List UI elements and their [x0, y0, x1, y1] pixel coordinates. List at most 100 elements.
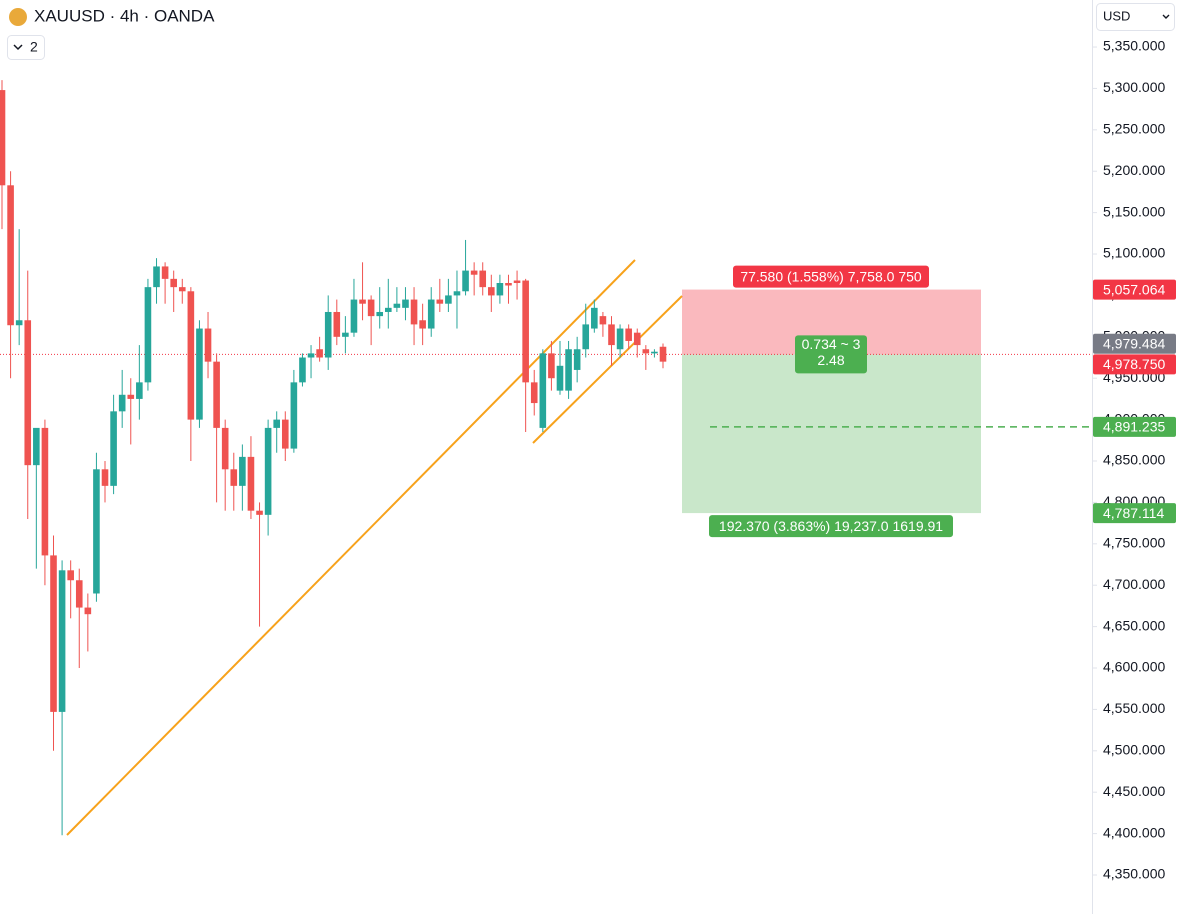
candle-body	[573, 349, 581, 370]
candle-body	[616, 328, 624, 350]
candle-body	[530, 382, 538, 404]
candle-body	[144, 287, 152, 383]
price-label-bg	[1093, 354, 1176, 375]
ratio-text: 0.734 ~ 3	[802, 336, 861, 352]
candle-body	[513, 280, 521, 284]
y-tick-label: 5,200.000	[1103, 162, 1165, 178]
candle-body	[324, 311, 332, 358]
candle-body	[479, 270, 487, 288]
y-tick-label: 5,100.000	[1103, 245, 1165, 261]
symbol-icon	[9, 8, 27, 26]
candle-body	[599, 316, 607, 325]
candle-body	[333, 311, 341, 337]
price-label-bg	[1093, 279, 1176, 300]
candle-body	[33, 427, 40, 466]
candle-body	[445, 295, 452, 304]
candle-body	[24, 320, 32, 466]
candle-body	[402, 299, 409, 308]
candle-body	[256, 510, 263, 515]
stop-label: 77.580 (1.558%) 7,758.0 750	[740, 268, 922, 284]
price-label-bg	[1093, 333, 1176, 354]
candle-body	[393, 303, 401, 308]
y-tick-label: 5,150.000	[1103, 203, 1165, 219]
candle-body	[110, 411, 117, 486]
indicator-count: 2	[30, 39, 38, 55]
candle-body	[556, 365, 564, 391]
candle-body	[582, 324, 590, 350]
candle-body	[548, 353, 555, 379]
candle-body	[565, 349, 572, 391]
ratio-value: 2.48	[817, 352, 844, 368]
trend-line	[66, 259, 636, 836]
target-zone	[682, 354, 981, 514]
candle-body	[384, 307, 392, 312]
y-tick-label: 4,750.000	[1103, 535, 1165, 551]
stop-label-bg	[733, 265, 929, 288]
candle-body	[58, 570, 66, 712]
ratio-bg	[795, 335, 867, 374]
candle-body	[299, 357, 306, 383]
price-label: 4,787.114	[1103, 505, 1164, 521]
currency-select[interactable]	[1096, 3, 1175, 31]
y-tick-label: 4,650.000	[1103, 617, 1165, 633]
candle-body	[161, 266, 169, 279]
price-label: 4,891.235	[1103, 419, 1165, 435]
y-tick-label: 4,350.000	[1103, 866, 1165, 882]
candle-body	[213, 361, 220, 428]
candle-body	[633, 332, 641, 346]
y-tick-label: 4,600.000	[1103, 659, 1165, 675]
price-label-bg	[1093, 503, 1176, 524]
candle-body	[41, 427, 49, 556]
candle-body	[196, 328, 203, 420]
candle-body	[273, 419, 281, 428]
candle-body	[67, 570, 74, 581]
candle-body	[247, 456, 255, 511]
price-label-bg	[1093, 416, 1176, 437]
candle-body	[50, 555, 57, 712]
candle-body	[290, 382, 298, 449]
candle-body	[359, 299, 366, 304]
price-label: 4,978.750	[1103, 356, 1165, 372]
marks	[0, 46, 1097, 876]
target-label-bg	[709, 515, 953, 538]
candle-body	[316, 349, 323, 358]
candle-body	[15, 320, 23, 326]
candle-body	[264, 427, 272, 515]
candle-body	[350, 299, 358, 333]
candle-body	[651, 351, 658, 354]
candle-body	[462, 270, 469, 292]
candle-body	[591, 307, 598, 329]
target-label: 192.370 (3.863%) 19,237.0 1619.91	[719, 518, 943, 534]
y-tick-label: 4,400.000	[1103, 824, 1165, 840]
candle-body	[367, 299, 375, 317]
candle-body	[153, 266, 160, 288]
candle-body	[136, 382, 143, 399]
candle-body	[0, 90, 6, 186]
candle-body	[170, 278, 177, 288]
candle-body	[101, 469, 109, 486]
indicator-toggle[interactable]	[7, 35, 45, 60]
y-tick-label: 4,550.000	[1103, 700, 1165, 716]
candle-body	[204, 328, 212, 362]
candle-body	[488, 287, 495, 296]
currency: USD	[1103, 8, 1130, 23]
y-tick-label: 4,850.000	[1103, 452, 1165, 468]
candle-body	[470, 270, 478, 275]
y-tick-label: 4,500.000	[1103, 742, 1165, 758]
candle-body	[642, 349, 650, 354]
y-tick-label: 5,300.000	[1103, 79, 1165, 95]
chevron	[13, 44, 23, 51]
candle-body	[307, 353, 315, 358]
candle-body	[539, 353, 547, 428]
candle-body	[342, 332, 349, 337]
y-tick-label: 4,700.000	[1103, 576, 1165, 592]
candle-body	[496, 283, 504, 296]
y-tick-label: 5,250.000	[1103, 121, 1165, 137]
candle-body	[239, 456, 246, 486]
candle-body	[84, 607, 92, 615]
candle-body	[410, 299, 418, 325]
candle-body	[118, 394, 126, 412]
candle-body	[608, 324, 615, 346]
candle-body	[625, 328, 632, 341]
